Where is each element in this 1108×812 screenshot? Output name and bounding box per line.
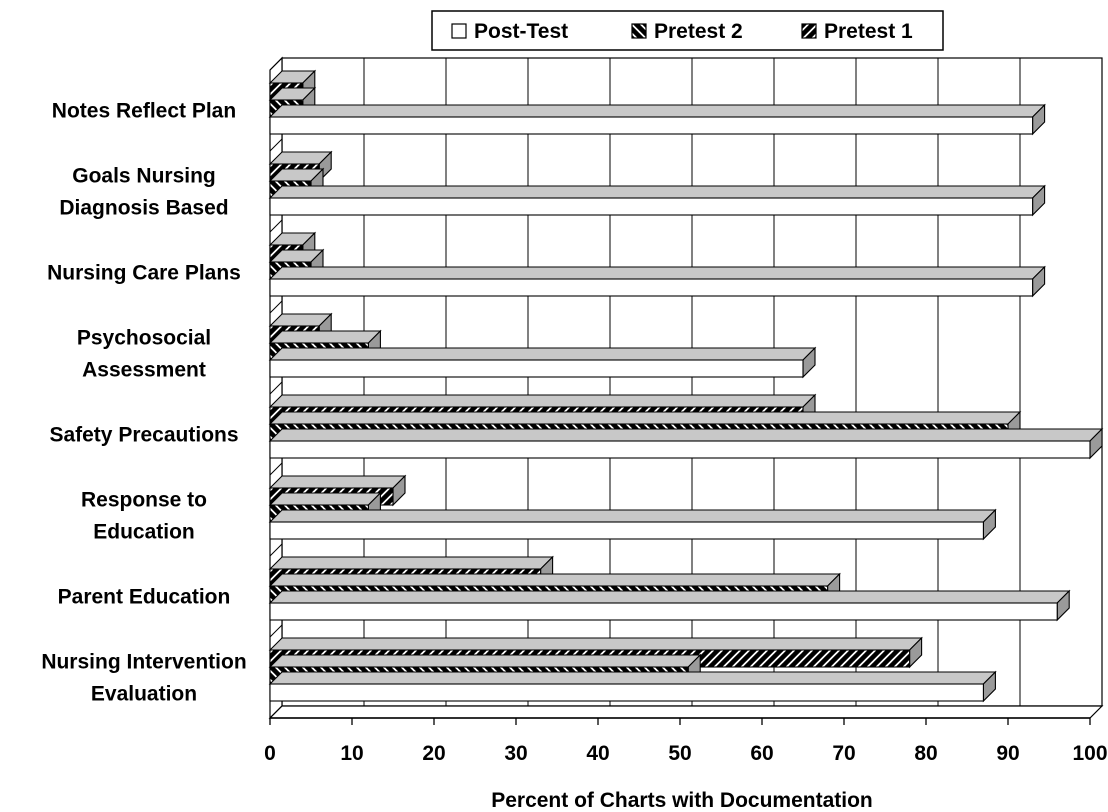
y-category-label: Nursing Care Plans: [47, 262, 241, 285]
bar-post-test: [268, 265, 1046, 298]
x-axis-label: Percent of Charts with Documentation: [491, 789, 873, 812]
bar-post-test: [268, 103, 1046, 136]
x-tick-label: 10: [340, 742, 363, 765]
left-wall-divider: [269, 138, 283, 152]
legend-swatch-pretest-2: [631, 23, 647, 39]
left-wall-divider: [269, 624, 283, 638]
legend-swatch-pretest-1: [801, 23, 817, 39]
left-wall-divider: [269, 300, 283, 314]
bar-top-face: [268, 428, 1104, 442]
left-wall-divider: [269, 381, 283, 395]
bars: [268, 69, 1104, 703]
labels: 0 10 20 30 40 50 60 70 80 90 100 Notes Reflect Plan…: [41, 100, 1107, 766]
legend-swatch-post-test: [451, 23, 467, 39]
bar-top-face: [268, 104, 1046, 118]
x-tick-label: 0: [264, 742, 276, 765]
bar-front-face: [269, 197, 1034, 216]
bar-top-face: [268, 637, 923, 651]
bar-front-face: [269, 359, 804, 378]
bar-post-test: [268, 346, 817, 379]
y-category-label: Education: [93, 521, 195, 544]
left-wall-divider: [269, 462, 283, 476]
x-tick-label: 90: [996, 742, 1019, 765]
bar-top-face: [268, 475, 407, 489]
bar-top-face: [268, 185, 1046, 199]
bar-top-face: [268, 394, 817, 408]
bar-post-test: [268, 670, 997, 703]
x-tick-label: 30: [504, 742, 527, 765]
left-wall-divider: [269, 219, 283, 233]
x-tick-label: 100: [1072, 742, 1107, 765]
bar-top-face: [268, 590, 1071, 604]
bar-front-face: [269, 440, 1091, 459]
y-category-label: Assessment: [82, 359, 206, 382]
bar-top-face: [268, 330, 382, 344]
legend-label-pretest-1: Pretest 1: [824, 20, 913, 43]
legend: Post-Test Pretest 2 Pretest 1: [431, 10, 944, 51]
y-category-label: Notes Reflect Plan: [52, 100, 236, 123]
bar-top-face: [268, 492, 382, 506]
bar-front-face: [269, 116, 1034, 135]
bar-top-face: [268, 509, 997, 523]
legend-frame: [431, 10, 944, 51]
floor: [268, 705, 1104, 719]
bar-front-face: [269, 278, 1034, 297]
y-category-label: Safety Precautions: [49, 424, 238, 447]
y-category-label: Diagnosis Based: [59, 197, 228, 220]
y-category-label: Parent Education: [58, 586, 231, 609]
legend-label-post-test: Post-Test: [474, 20, 568, 43]
bar-front-face: [269, 521, 984, 540]
bar-top-face: [268, 266, 1046, 280]
x-tick-label: 80: [914, 742, 937, 765]
bar-top-face: [268, 347, 817, 361]
bar-top-face: [268, 573, 841, 587]
left-wall-divider: [269, 543, 283, 557]
x-tick-label: 50: [668, 742, 691, 765]
legend-label-pretest-2: Pretest 2: [654, 20, 743, 43]
x-tick-label: 40: [586, 742, 609, 765]
bar-front-face: [269, 683, 984, 702]
bar-top-face: [268, 411, 1022, 425]
bar-top-face: [268, 556, 554, 570]
y-category-label: Goals Nursing: [72, 165, 216, 188]
y-category-label: Nursing Intervention: [41, 651, 246, 674]
left-wall-divider: [269, 705, 283, 719]
x-tick-label: 60: [750, 742, 773, 765]
x-tick-label: 70: [832, 742, 855, 765]
bar-front-face: [269, 602, 1058, 621]
bar-post-test: [268, 427, 1104, 460]
x-tick-label: 20: [422, 742, 445, 765]
y-category-label: Response to: [81, 489, 207, 512]
bar-post-test: [268, 184, 1046, 217]
y-category-label: Evaluation: [91, 683, 197, 706]
bar-top-face: [268, 654, 702, 668]
bar-top-face: [268, 671, 997, 685]
left-wall-divider: [269, 57, 283, 71]
y-category-label: Psychosocial: [77, 327, 211, 350]
bar-post-test: [268, 589, 1071, 622]
bar-post-test: [268, 508, 997, 541]
